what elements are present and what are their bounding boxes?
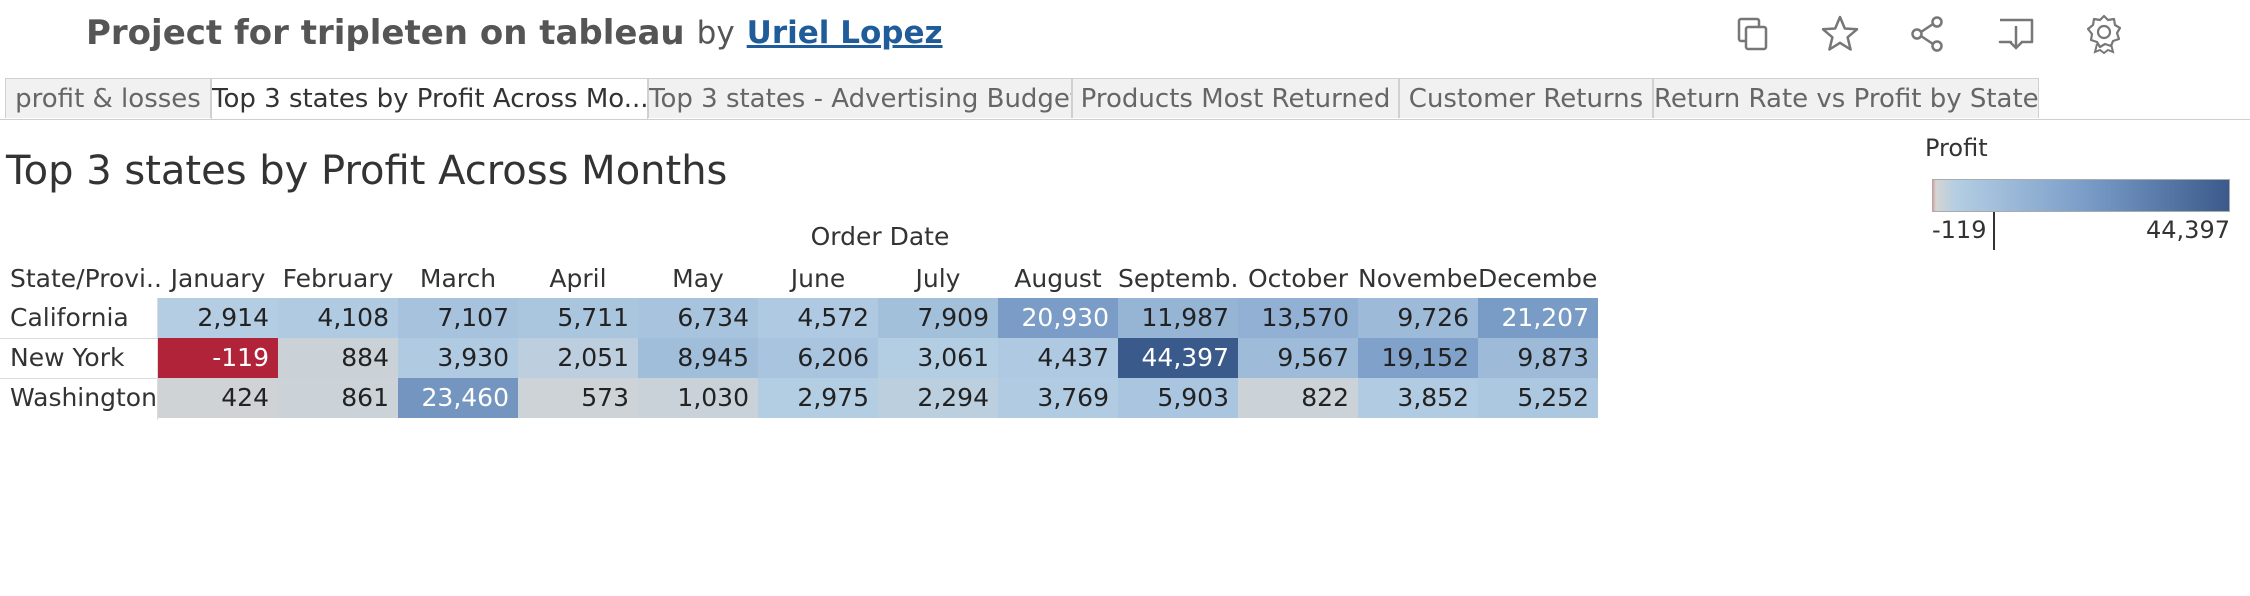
sheet-title: Top 3 states by Profit Across Months [6, 148, 728, 194]
profit-cell[interactable]: 44,397 [1118, 338, 1238, 378]
month-header[interactable]: Septemb.. [1118, 264, 1238, 293]
title-row: Project for tripleten on tableau by Urie… [86, 8, 943, 58]
legend-zero-marker [1993, 212, 1995, 250]
state-label[interactable]: New York [10, 343, 125, 372]
profit-cell[interactable]: 5,903 [1118, 378, 1238, 418]
month-header[interactable]: August [1014, 264, 1102, 293]
profit-cell[interactable]: 5,252 [1478, 378, 1598, 418]
profit-cell[interactable]: 2,294 [878, 378, 998, 418]
state-column-header[interactable]: State/Provi.. [10, 264, 162, 293]
month-header[interactable]: March [419, 264, 497, 293]
profit-cell[interactable]: 9,726 [1358, 298, 1478, 338]
month-header[interactable]: May [672, 264, 724, 293]
tab-products-most-returned[interactable]: Products Most Returned [1072, 78, 1399, 118]
state-label[interactable]: California [10, 303, 129, 332]
profit-cell[interactable]: 7,909 [878, 298, 998, 338]
profit-cell[interactable]: 9,567 [1238, 338, 1358, 378]
profit-cell[interactable]: 884 [278, 338, 398, 378]
profit-cell[interactable]: 7,107 [398, 298, 518, 338]
profit-cell[interactable]: 9,873 [1478, 338, 1598, 378]
tab-label: Return Rate vs Profit by State [1654, 84, 2039, 114]
profit-cell[interactable]: 13,570 [1238, 298, 1358, 338]
workbook-title: Project for tripleten on tableau [86, 13, 685, 53]
profit-cell[interactable]: 19,152 [1358, 338, 1478, 378]
profit-cell[interactable]: 573 [518, 378, 638, 418]
profit-cell[interactable]: 5,711 [518, 298, 638, 338]
tab-customer-returns[interactable]: Customer Returns [1399, 78, 1653, 118]
row-divider [0, 378, 158, 379]
tab-label: Top 3 states - Advertising Budget [649, 84, 1072, 114]
profit-cell[interactable]: 2,914 [158, 298, 278, 338]
legend-min-label: -119 [1932, 216, 1987, 244]
profit-cell[interactable]: 3,852 [1358, 378, 1478, 418]
profit-cell[interactable]: 4,437 [998, 338, 1118, 378]
share-icon[interactable] [1906, 12, 1950, 56]
author-link[interactable]: Uriel Lopez [746, 15, 943, 51]
sheet-tabs: profit & losses Top 3 states by Profit A… [0, 78, 2250, 120]
profit-cell[interactable]: 3,061 [878, 338, 998, 378]
month-header[interactable]: November [1358, 264, 1478, 293]
month-header[interactable]: December [1478, 264, 1598, 293]
profit-cell[interactable]: 1,030 [638, 378, 758, 418]
workbook-header: Project for tripleten on tableau by Urie… [0, 0, 2250, 72]
profit-cell[interactable]: 2,051 [518, 338, 638, 378]
month-header[interactable]: October [1247, 264, 1349, 293]
profit-cell[interactable]: 861 [278, 378, 398, 418]
profit-cell[interactable]: 6,206 [758, 338, 878, 378]
profit-cell[interactable]: -119 [158, 338, 278, 378]
tab-label: Customer Returns [1408, 84, 1644, 114]
profit-cell[interactable]: 424 [158, 378, 278, 418]
month-header[interactable]: June [790, 264, 846, 293]
badge-icon[interactable] [2082, 12, 2126, 56]
profit-cell[interactable]: 20,930 [998, 298, 1118, 338]
order-date-header: Order Date [810, 222, 950, 251]
month-header[interactable]: February [282, 264, 394, 293]
profit-cell[interactable]: 23,460 [398, 378, 518, 418]
row-divider [0, 338, 158, 339]
by-label: by [696, 15, 735, 51]
state-label[interactable]: Washington [10, 383, 157, 412]
tab-profit-losses[interactable]: profit & losses [5, 78, 211, 118]
profit-cell[interactable]: 21,207 [1478, 298, 1598, 338]
month-header[interactable]: April [549, 264, 607, 293]
download-icon[interactable] [1994, 12, 2038, 56]
profit-cell[interactable]: 6,734 [638, 298, 758, 338]
legend-max-label: 44,397 [2146, 216, 2230, 244]
copy-icon[interactable] [1730, 12, 1774, 56]
profit-cell[interactable]: 4,572 [758, 298, 878, 338]
profit-cell[interactable]: 2,975 [758, 378, 878, 418]
tab-label: Products Most Returned [1080, 84, 1391, 114]
tab-return-rate-profit[interactable]: Return Rate vs Profit by State [1653, 78, 2039, 118]
tab-label: Top 3 states by Profit Across Mo... [212, 84, 648, 114]
star-icon[interactable] [1818, 12, 1862, 56]
month-header[interactable]: July [915, 264, 961, 293]
profit-cell[interactable]: 4,108 [278, 298, 398, 338]
profit-cell[interactable]: 822 [1238, 378, 1358, 418]
profit-color-legend[interactable] [1932, 179, 2230, 212]
profit-cell[interactable]: 3,769 [998, 378, 1118, 418]
tab-advertising-budget[interactable]: Top 3 states - Advertising Budget [648, 78, 1072, 118]
profit-cell[interactable]: 8,945 [638, 338, 758, 378]
profit-cell[interactable]: 3,930 [398, 338, 518, 378]
tab-top3-profit-months[interactable]: Top 3 states by Profit Across Mo... [211, 78, 648, 119]
month-header[interactable]: January [170, 264, 266, 293]
profit-cell[interactable]: 11,987 [1118, 298, 1238, 338]
legend-title: Profit [1925, 134, 1988, 162]
row-header-divider [157, 298, 158, 420]
tab-label: profit & losses [15, 84, 201, 114]
